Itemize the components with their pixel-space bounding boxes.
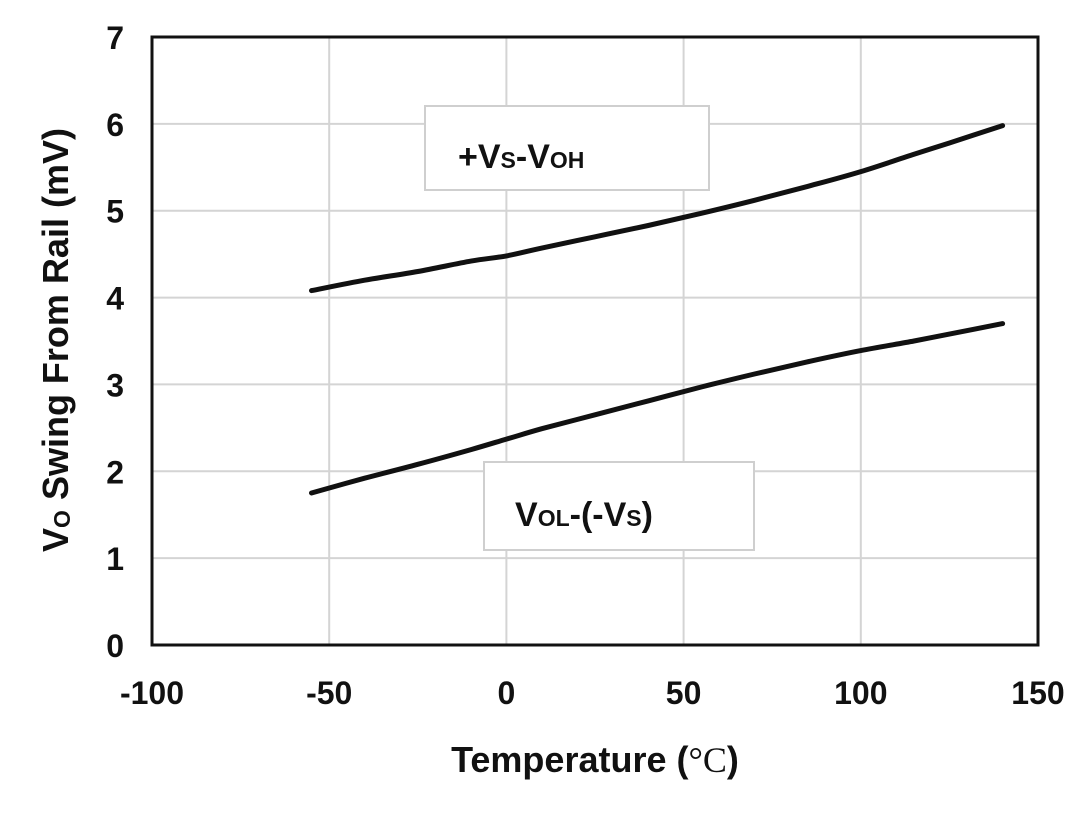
series-label-1: +VS-VOH: [458, 138, 584, 176]
y-axis-title: VO Swing From Rail (mV): [35, 128, 76, 552]
x-tick-label: -50: [306, 675, 352, 711]
y-tick-label: 5: [106, 194, 124, 230]
x-tick-label: 0: [498, 675, 516, 711]
series-line-2: [309, 321, 1006, 496]
x-tick-label: 100: [834, 675, 887, 711]
plot-frame: [150, 35, 1040, 647]
series-label-2: VOL-(-VS): [515, 496, 653, 534]
series-label-box-2: VOL-(-VS): [483, 461, 755, 551]
x-axis-title: Temperature (°C): [451, 739, 739, 780]
y-tick-label: 0: [106, 628, 124, 664]
x-tick-label: -100: [120, 675, 184, 711]
y-tick-label: 3: [106, 367, 124, 403]
y-tick-label: 2: [106, 454, 124, 490]
series-lines: [309, 123, 1006, 496]
y-tick-labels: 0 1 2 3 4 5 6 7: [106, 20, 124, 664]
series-label-box-1: +VS-VOH: [424, 105, 710, 191]
series-line-1: [309, 123, 1006, 294]
y-tick-label: 7: [106, 20, 124, 56]
y-tick-label: 6: [106, 107, 124, 143]
x-tick-labels: -100 -50 0 50 100 150: [120, 675, 1065, 711]
x-tick-label: 50: [666, 675, 702, 711]
x-tick-label: 150: [1011, 675, 1064, 711]
y-tick-label: 4: [106, 281, 124, 317]
y-tick-label: 1: [106, 541, 124, 577]
